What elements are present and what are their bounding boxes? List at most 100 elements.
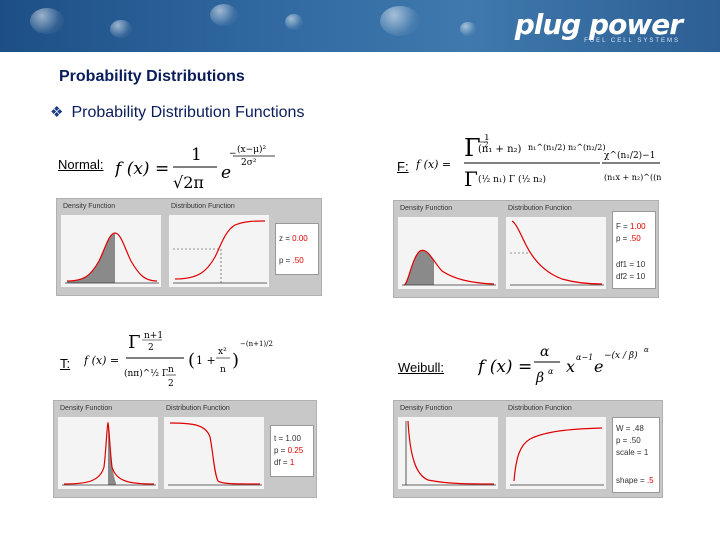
svg-text:χ^(n₁/2)−1: χ^(n₁/2)−1 — [604, 150, 655, 161]
density-plot — [58, 417, 158, 489]
weibull-label: Weibull: — [398, 360, 445, 375]
weibull-density-curve — [402, 420, 496, 486]
t-density-curve — [62, 421, 156, 486]
svg-text:e: e — [221, 163, 231, 183]
f-label: F: — [397, 159, 409, 174]
svg-text:(n₁ + n₂): (n₁ + n₂) — [478, 144, 522, 155]
svg-text:α: α — [548, 367, 554, 376]
density-title: Density Function — [400, 205, 453, 212]
bullet-text: Probability Distribution Functions — [71, 104, 305, 121]
diamond-bullet-icon: ❖ — [50, 104, 64, 121]
svg-text:(½ n₁) Γ (½ n₂): (½ n₁) Γ (½ n₂) — [478, 174, 546, 185]
distribution-plot — [169, 215, 269, 287]
water-drop — [285, 14, 303, 30]
param-name: df2 = — [616, 272, 635, 281]
param-value: .48 — [632, 424, 644, 433]
svg-text:e: e — [594, 357, 603, 376]
svg-text:(x−μ)²: (x−μ)² — [237, 144, 266, 155]
svg-text:−(x / β): −(x / β) — [604, 350, 638, 361]
svg-text:(: ( — [188, 350, 195, 371]
svg-text:f (x) =: f (x) = — [84, 354, 119, 367]
param-name: scale = — [616, 448, 642, 457]
svg-text:n: n — [168, 365, 174, 375]
water-drop — [460, 22, 476, 36]
distribution-title: Distribution Function — [508, 205, 572, 212]
f-panel: Density Function Distribution Function F… — [393, 200, 659, 298]
svg-text:−: − — [229, 149, 237, 159]
bullet-item: ❖ Probability Distribution Functions — [50, 103, 304, 122]
param-value: 0.25 — [287, 446, 304, 455]
density-title: Density Function — [400, 405, 453, 412]
svg-text:f (x) =: f (x) = — [115, 159, 169, 179]
svg-text:(nπ)^½ Γ: (nπ)^½ Γ — [124, 368, 168, 379]
header-banner: plug power FUEL CELL SYSTEMS — [0, 0, 720, 52]
param-name: df = — [274, 458, 288, 467]
svg-text:x: x — [566, 357, 575, 376]
density-title: Density Function — [63, 203, 116, 210]
svg-text:1: 1 — [191, 145, 202, 165]
params-box: z = 0.00 p = .50 — [275, 223, 319, 275]
water-drop — [110, 20, 132, 38]
company-logo: plug power — [514, 8, 683, 41]
company-logo-subtitle: FUEL CELL SYSTEMS — [584, 38, 680, 44]
svg-text:): ) — [232, 350, 239, 371]
water-drop — [30, 8, 64, 34]
normal-density-curve — [65, 232, 159, 284]
param-name: p = — [616, 436, 628, 445]
param-name: t = — [274, 434, 284, 443]
svg-text:Γ: Γ — [464, 134, 481, 162]
distribution-title: Distribution Function — [508, 405, 572, 412]
svg-text:−(n+1)/2: −(n+1)/2 — [240, 340, 273, 348]
density-title: Density Function — [60, 405, 113, 412]
t-panel: Density Function Distribution Function t… — [53, 400, 317, 498]
distribution-title: Distribution Function — [171, 203, 235, 210]
param-value: .50 — [629, 234, 641, 243]
svg-text:1: 1 — [484, 134, 490, 143]
param-value: .5 — [646, 476, 654, 485]
weibull-distribution-curve — [510, 427, 604, 486]
t-distribution-curve — [168, 422, 262, 486]
param-name: z = — [279, 234, 290, 243]
param-name: F = — [616, 222, 628, 231]
svg-text:α: α — [540, 344, 550, 360]
param-name: df1 = — [616, 260, 635, 269]
normal-label: Normal: — [58, 157, 104, 172]
param-name: p = — [279, 256, 291, 265]
distribution-plot — [506, 417, 606, 489]
svg-text:2: 2 — [168, 379, 174, 389]
density-plot — [398, 417, 498, 489]
f-formula: f (x) = Γ (n₁ + n₂) 1 2 n₁^(n₁/2) n₂^(n₂… — [416, 134, 662, 191]
param-value: .50 — [292, 256, 304, 265]
weibull-panel: Density Function Distribution Function W… — [393, 400, 663, 498]
svg-text:x²: x² — [218, 347, 227, 357]
param-value: 10 — [636, 260, 646, 269]
svg-text:1 +: 1 + — [196, 354, 216, 367]
distribution-plot — [164, 417, 264, 489]
svg-text:2σ²: 2σ² — [241, 158, 257, 168]
params-box: F = 1.00 p = .50 df1 = 10 df2 = 10 — [612, 211, 656, 289]
svg-text:α−1: α−1 — [576, 353, 593, 362]
param-value: 1 — [289, 458, 295, 467]
svg-text:Γ: Γ — [128, 332, 141, 353]
param-name: W = — [616, 424, 631, 433]
svg-text:n: n — [220, 365, 226, 375]
param-value: .50 — [629, 436, 641, 445]
slide-title: Probability Distributions — [59, 68, 245, 85]
normal-panel: Density Function Distribution Function z… — [56, 198, 322, 296]
normal-distribution-curve — [173, 220, 267, 284]
param-value: 1.00 — [630, 222, 646, 231]
param-value: 0.00 — [292, 234, 308, 243]
svg-text:f (x) =: f (x) = — [416, 158, 451, 171]
water-drop — [380, 6, 420, 36]
params-box: t = 1.00 p = 0.25 df = 1 — [270, 425, 314, 477]
svg-text:α: α — [644, 346, 649, 354]
svg-text:n+1: n+1 — [144, 331, 163, 341]
param-name: p = — [616, 234, 628, 243]
normal-formula: f (x) = 1 √2π e (x−μ)² 2σ² − — [115, 144, 275, 192]
svg-text:f (x) =: f (x) = — [478, 357, 532, 377]
svg-text:Γ: Γ — [464, 167, 478, 191]
t-formula: f (x) = Γ n+1 2 (nπ)^½ Γ n 2 ( 1 + x² n … — [84, 331, 273, 389]
svg-text:2: 2 — [484, 141, 488, 149]
param-value: 1 — [643, 448, 649, 457]
svg-text:√2π: √2π — [173, 173, 204, 192]
